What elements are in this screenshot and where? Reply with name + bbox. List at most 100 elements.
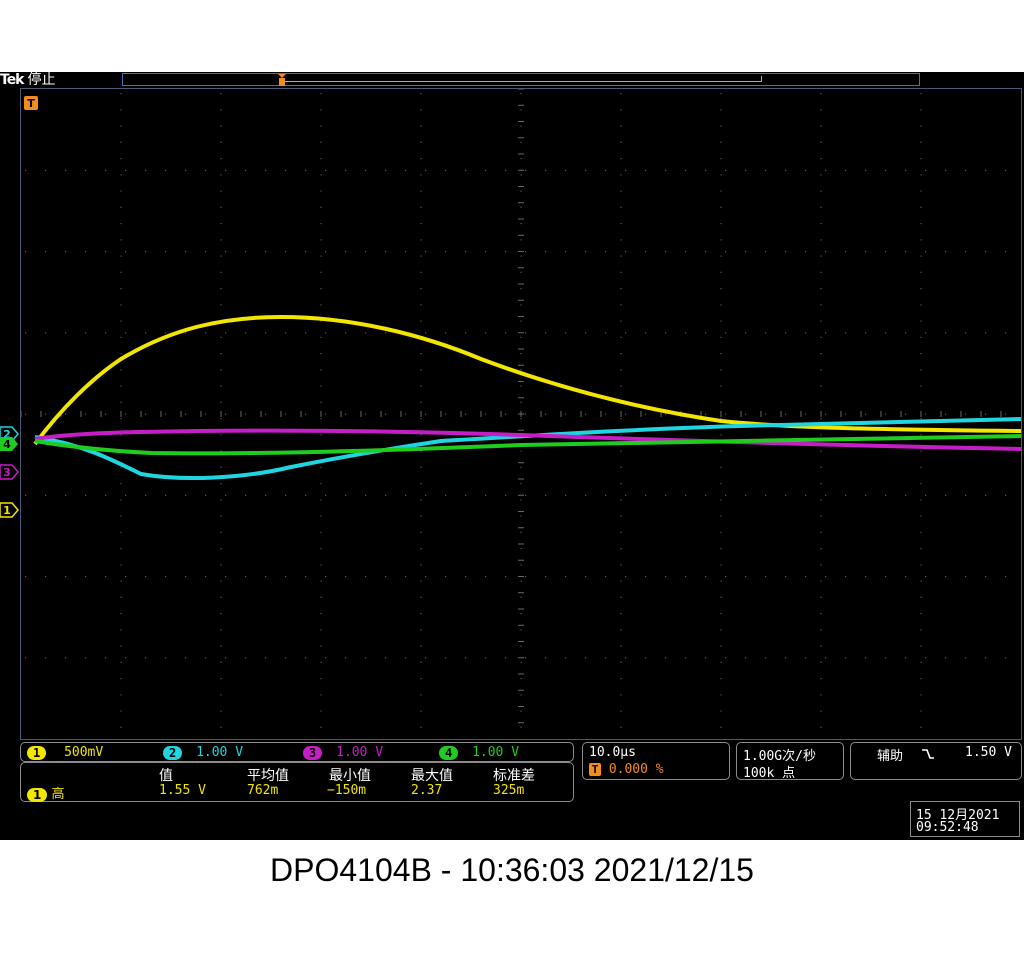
sample-rate: 1.00G次/秒 <box>743 749 816 764</box>
grid-dot <box>365 332 367 334</box>
grid-dot <box>720 255 722 257</box>
grid-dot <box>520 418 522 420</box>
grid-dot <box>820 466 822 468</box>
grid-dot <box>320 515 322 517</box>
grid-dot <box>520 304 522 306</box>
grid-dot <box>120 353 122 355</box>
record-length-bar[interactable] <box>122 73 920 86</box>
grid-dot <box>785 332 787 334</box>
grid-dot <box>85 169 87 171</box>
grid-dot <box>520 694 522 696</box>
grid-dot <box>125 413 127 415</box>
grid-dot <box>545 657 547 659</box>
grid-dot <box>925 169 927 171</box>
grid-dot <box>220 483 222 485</box>
ch3-scale[interactable]: 3 1.00 V <box>303 745 383 760</box>
grid-dot <box>905 494 907 496</box>
grid-dot <box>985 169 987 171</box>
grid-dot <box>320 401 322 403</box>
grid-dot <box>120 369 122 371</box>
grid-dot <box>820 661 822 663</box>
grid-dot <box>705 251 707 253</box>
grid-dot <box>220 466 222 468</box>
ch3-ground-marker-icon[interactable]: 3 <box>0 464 20 480</box>
grid-dot <box>520 548 522 550</box>
grid-dot <box>320 629 322 631</box>
grid-dot <box>620 418 622 420</box>
grid-dot <box>465 576 467 578</box>
grid-dot <box>565 657 567 659</box>
grid-dot <box>420 418 422 420</box>
grid-dot <box>525 657 527 659</box>
grid-dot <box>385 413 387 415</box>
grid-dot <box>745 576 747 578</box>
grid-dot <box>320 661 322 663</box>
grid-dot <box>920 141 922 143</box>
grid-dot <box>320 239 322 241</box>
measurement-panel[interactable]: 值 平均值 最小值 最大值 标准差 1 高 1.55 V 762m −150m … <box>20 762 574 802</box>
ch3-waveform <box>34 428 1021 451</box>
grid-dot <box>320 125 322 127</box>
grid-dot <box>820 109 822 111</box>
grid-dot <box>720 223 722 225</box>
trigger-position-icon[interactable] <box>278 74 286 86</box>
grid-dot <box>220 125 222 127</box>
trigger-time-marker-icon[interactable]: T <box>24 96 38 110</box>
grid-dot <box>120 466 122 468</box>
grid-dot <box>920 434 922 436</box>
grid-dot <box>185 413 187 415</box>
grid-dot <box>220 141 222 143</box>
grid-dot <box>105 413 107 415</box>
grid-dot <box>65 657 67 659</box>
grid-dot <box>920 158 922 160</box>
grid-dot <box>620 580 622 582</box>
grid-dot <box>945 251 947 253</box>
grid-dot <box>220 450 222 452</box>
grid-dot <box>220 596 222 598</box>
grid-dot <box>320 271 322 273</box>
grid-dot <box>420 483 422 485</box>
grid-dot <box>720 239 722 241</box>
grid-dot <box>605 251 607 253</box>
grid-dot <box>325 332 327 334</box>
grid-dot <box>920 515 922 517</box>
grid-dot <box>805 576 807 578</box>
grid-dot <box>465 169 467 171</box>
grid-dot <box>320 206 322 208</box>
grid-dot <box>305 413 307 415</box>
grid-dot <box>420 466 422 468</box>
grid-dot <box>405 576 407 578</box>
ch4-ground-marker-icon[interactable]: 4 <box>0 436 20 452</box>
grid-dot <box>220 564 222 566</box>
grid-dot <box>665 576 667 578</box>
grid-dot <box>620 645 622 647</box>
grid-dot <box>520 353 522 355</box>
grid-dot <box>920 125 922 127</box>
grid-dot <box>945 494 947 496</box>
acquisition-panel[interactable]: 1.00G次/秒 100k 点 <box>736 742 844 781</box>
grid-dot <box>720 369 722 371</box>
grid-dot <box>965 576 967 578</box>
grid-dot <box>645 576 647 578</box>
grid-dot <box>920 466 922 468</box>
grid-dot <box>220 726 222 728</box>
grid-dot <box>765 576 767 578</box>
grid-dot <box>65 251 67 253</box>
timebase-panel[interactable]: 10.0µs T 0.000 % <box>582 742 730 780</box>
grid-dot <box>585 413 587 415</box>
grid-dot <box>520 223 522 225</box>
grid-dot <box>620 206 622 208</box>
ch1-ground-marker-icon[interactable]: 1 <box>0 502 20 518</box>
grid-dot <box>920 483 922 485</box>
ch2-scale[interactable]: 2 1.00 V <box>163 745 243 760</box>
grid-dot <box>965 251 967 253</box>
graticule <box>20 88 1022 740</box>
grid-dot <box>25 576 27 578</box>
grid-dot <box>720 206 722 208</box>
grid-dot <box>385 332 387 334</box>
ch1-scale[interactable]: 1 500mV <box>27 745 103 760</box>
ch4-scale[interactable]: 4 1.00 V <box>439 745 519 760</box>
trigger-panel[interactable]: 辅助 1.50 V <box>850 742 1022 780</box>
grid-dot <box>320 353 322 355</box>
grid-dot <box>885 576 887 578</box>
